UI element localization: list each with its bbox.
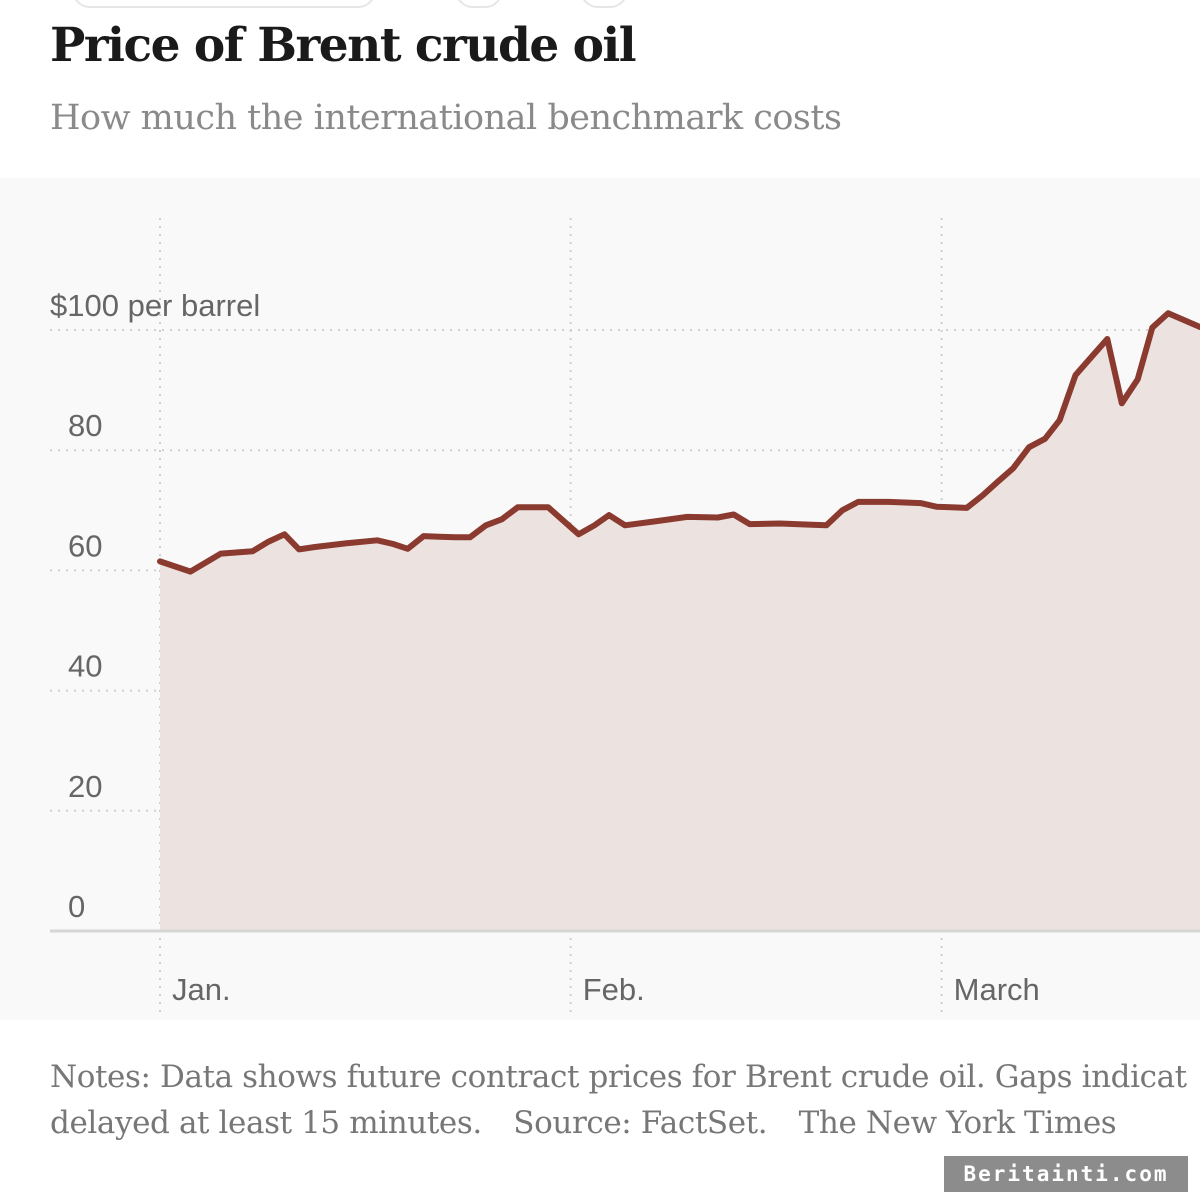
chart-title: Price of Brent crude oil (50, 18, 637, 73)
price-line (157, 310, 1200, 575)
watermark-logo: Beritainti.com (944, 1156, 1188, 1192)
tab-stub-right[interactable] (580, 0, 628, 8)
y-tick-label-4: 80 (68, 408, 102, 443)
y-tick-label-0: 0 (68, 889, 85, 924)
y-tick-label-5: $100 per barrel (50, 288, 260, 323)
chart-subtitle: How much the international benchmark cos… (50, 98, 842, 138)
chart-panel: 0 20 40 60 80 $100 per barrel Jan. Feb. March (0, 178, 1200, 1020)
notes-source: Source: FactSet. (513, 1105, 768, 1141)
x-tick-label-0: Jan. (172, 972, 231, 1007)
y-tick-label-2: 40 (68, 649, 102, 684)
y-tick-label-3: 60 (68, 528, 102, 563)
chart-notes: Notes: Data shows future contract prices… (50, 1054, 1200, 1146)
x-tick-label-1: Feb. (583, 972, 645, 1007)
tab-stub-left[interactable] (72, 0, 376, 8)
notes-line-2: delayed at least 15 minutes. Source: Fac… (50, 1100, 1200, 1146)
notes-delay-text: delayed at least 15 minutes. (50, 1105, 482, 1141)
x-tick-label-2: March (954, 972, 1040, 1007)
price-area (160, 313, 1200, 931)
tab-stub-middle[interactable] (455, 0, 503, 8)
notes-credit: The New York Times (798, 1105, 1117, 1141)
y-tick-label-1: 20 (68, 769, 102, 804)
brent-price-chart: 0 20 40 60 80 $100 per barrel Jan. Feb. March (50, 218, 1200, 1016)
notes-line-1: Notes: Data shows future contract prices… (50, 1059, 1187, 1095)
